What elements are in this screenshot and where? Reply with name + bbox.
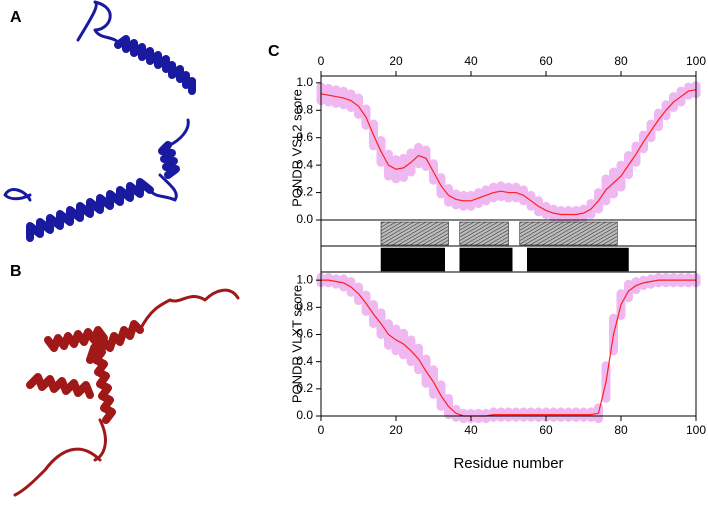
y-tick-label: 0.0 [296, 408, 313, 422]
x-tick-label: 60 [539, 423, 553, 437]
score-line [321, 279, 696, 417]
disorder-region [459, 247, 513, 272]
panel-label: A [10, 9, 22, 26]
x-tick-label: 100 [686, 423, 706, 437]
x-tick-label: 80 [614, 54, 628, 68]
x-tick-label: 0 [318, 423, 325, 437]
y-tick-label: 0.6 [296, 327, 313, 341]
x-tick-label: 20 [389, 423, 403, 437]
y-tick-label: 0.0 [296, 212, 313, 226]
y-tick-label: 1.0 [296, 75, 313, 89]
protein-structure-b [13, 288, 240, 497]
x-tick-label: 40 [464, 423, 478, 437]
x-tick-label: 60 [539, 54, 553, 68]
plot-frame [320, 271, 697, 417]
y-axis-label: PONDR VSL2 score [289, 89, 304, 207]
y-tick-label: 0.8 [296, 299, 313, 313]
score-line [320, 89, 697, 216]
y-axis-label: PONDR VLXT score [289, 285, 304, 403]
y-tick-label: 0.2 [296, 185, 313, 199]
disorder-region [380, 247, 445, 272]
disorder-region [459, 221, 509, 246]
y-tick-label: 0.6 [296, 130, 313, 144]
x-tick-label: 100 [686, 54, 706, 68]
x-axis-label: Residue number [453, 455, 563, 472]
protein-structure-a [3, 0, 196, 242]
panel-label: C [268, 43, 280, 60]
panel-label: B [10, 263, 22, 280]
y-tick-label: 0.8 [296, 102, 313, 116]
y-tick-label: 0.4 [296, 354, 313, 368]
y-tick-label: 0.4 [296, 157, 313, 171]
disorder-region [519, 221, 618, 246]
x-tick-label: 40 [464, 54, 478, 68]
y-tick-label: 0.2 [296, 381, 313, 395]
disorder-region [527, 247, 629, 272]
x-tick-label: 80 [614, 423, 628, 437]
x-tick-label: 0 [318, 54, 325, 68]
x-tick-label: 20 [389, 54, 403, 68]
y-tick-label: 1.0 [296, 272, 313, 286]
disorder-region [380, 221, 449, 246]
